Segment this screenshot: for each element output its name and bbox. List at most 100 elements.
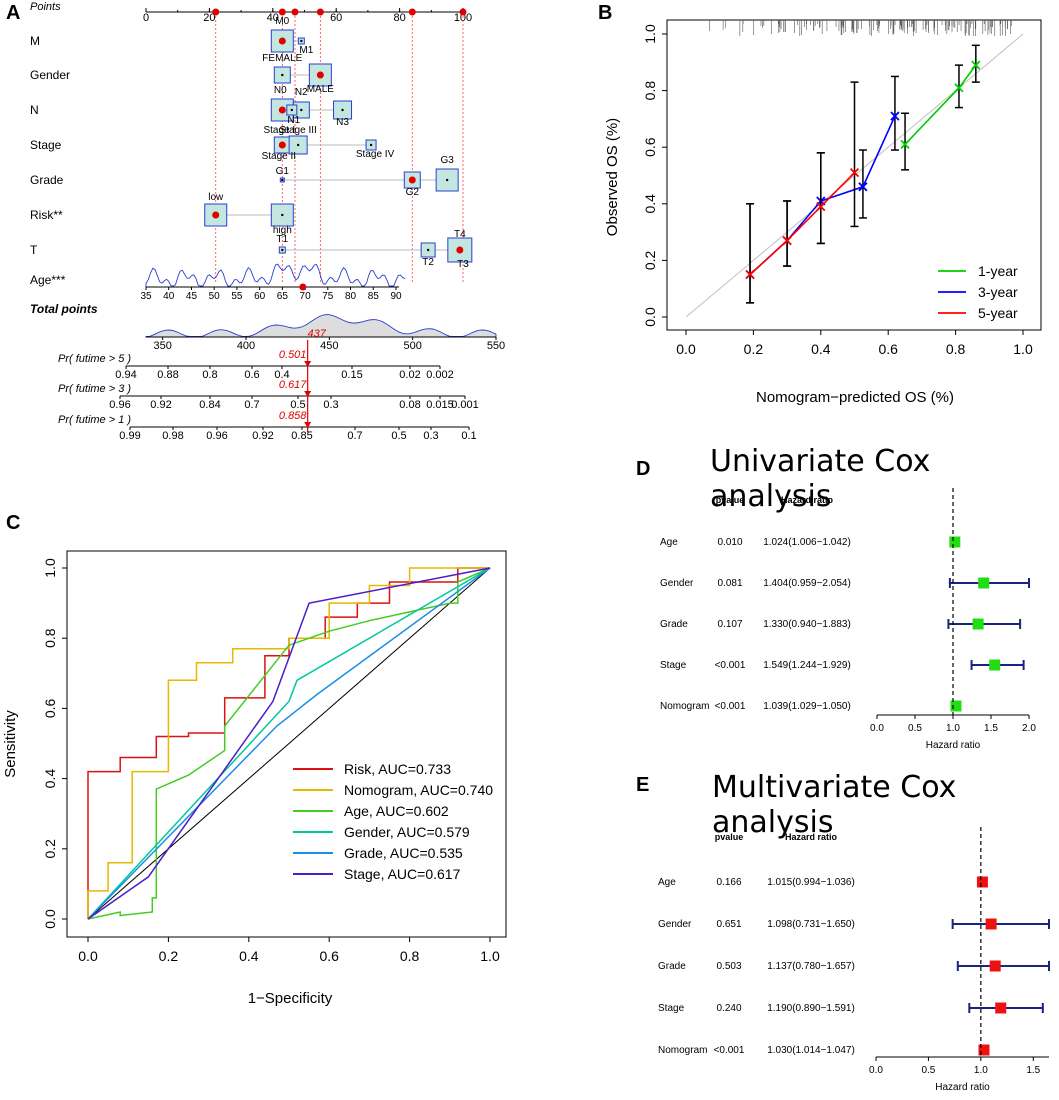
total-points-tick-label: 500 [403, 340, 421, 352]
calibration-point [900, 139, 910, 150]
level-center [341, 108, 344, 112]
forest-estimate-box [949, 536, 961, 548]
probability-tick-label: 0.96 [109, 399, 130, 411]
calibration-point [782, 235, 792, 246]
forest-row-label: Age [658, 877, 676, 888]
roc-x-tick-label: 0.4 [239, 948, 259, 964]
panel-letter-a: A [6, 2, 21, 24]
forest-row-hr: 1.190(0.890−1.591) [767, 1003, 855, 1014]
forest-row-pvalue: 0.107 [717, 619, 742, 630]
forest-x-label: Hazard ratio [926, 740, 981, 751]
level-label: Stage III [280, 125, 317, 136]
nomogram-variable-label: N [30, 103, 39, 117]
probability-arrow [304, 422, 312, 428]
selected-level-point [456, 246, 464, 254]
calibration-legend-label: 1-year [978, 263, 1018, 279]
age-tick-label: 65 [277, 291, 289, 302]
calibration-x-tick-label: 0.6 [878, 341, 898, 357]
points-tick-label: 40 [267, 12, 279, 24]
calibration-line-0 [904, 64, 977, 145]
forest-x-tick-label: 0.5 [908, 723, 922, 734]
probability-arrow [304, 391, 312, 397]
level-center [300, 39, 303, 43]
calibration-y-tick-label: 0.2 [642, 250, 658, 270]
forest-x-tick-label: 1.0 [946, 723, 960, 734]
forest-estimate-box [978, 1044, 990, 1056]
calibration-y-tick-label: 0.8 [642, 81, 658, 101]
level-label: N3 [336, 117, 349, 128]
probability-arrow [304, 361, 312, 367]
level-label: Stage I [263, 125, 295, 136]
points-tick-label: 0 [143, 12, 149, 24]
calibration-y-tick-label: 0.6 [642, 137, 658, 157]
calibration-point [971, 60, 981, 70]
roc-x-tick-label: 0.2 [159, 948, 179, 964]
forest-estimate-box [972, 618, 984, 630]
level-center [296, 143, 300, 147]
age-tick-label: 35 [140, 291, 152, 302]
level-label: T2 [422, 257, 434, 268]
level-center [300, 108, 303, 112]
level-label: T4 [454, 229, 466, 240]
selected-level-point [278, 37, 286, 45]
level-label: G3 [440, 155, 454, 166]
roc-x-tick-label: 0.8 [400, 948, 420, 964]
calibration-y-tick-label: 1.0 [642, 24, 658, 44]
calibration-point [858, 182, 868, 192]
nomogram-variable-label: Risk** [30, 208, 63, 222]
forest-x-tick-label: 0.5 [921, 1065, 935, 1076]
calibration-point [745, 269, 755, 280]
probability-tick-label: 0.5 [290, 399, 305, 411]
roc-y-label: Sensitivity [2, 710, 19, 778]
panel-letter-b: B [598, 2, 613, 24]
forest-row-pvalue: 0.010 [717, 537, 742, 548]
level-label: Stage II [262, 151, 296, 162]
calibration-x-tick-label: 0.2 [744, 341, 764, 357]
forest-row-hr: 1.015(0.994−1.036) [767, 877, 855, 888]
roc-curve-0 [87, 567, 490, 919]
forest-hr-header: Hazard ratio [781, 495, 834, 505]
forest-row-hr: 1.039(1.029−1.050) [763, 701, 851, 712]
age-tick-label: 60 [254, 291, 266, 302]
age-tick-label: 80 [345, 291, 357, 302]
nomogram-variable-label: T [30, 243, 38, 257]
guide-point [459, 8, 467, 16]
probability-tick-label: 0.6 [244, 369, 259, 381]
probability-tick-label: 0.94 [115, 369, 136, 381]
univariate-title: Univariate Cox analysis [710, 444, 931, 514]
guide-point [316, 8, 324, 16]
calibration-y-tick-label: 0.0 [642, 307, 658, 327]
level-label: low [208, 192, 224, 203]
roc-y-tick-label: 1.0 [42, 558, 58, 578]
forest-row-hr: 1.137(0.780−1.657) [767, 961, 855, 972]
forest-row-label: Grade [658, 961, 686, 972]
probability-tick-label: 0.015 [426, 399, 454, 411]
total-points-value: 437 [307, 328, 326, 340]
total-points-tick-label: 400 [237, 340, 255, 352]
calibration-point [890, 111, 900, 121]
forest-pvalue-header: pvalue [716, 495, 745, 505]
forest-row-pvalue: 0.240 [716, 1003, 741, 1014]
calibration-x-tick-label: 0.0 [676, 341, 696, 357]
selected-level-point [316, 71, 324, 79]
total-points-density [145, 314, 497, 338]
age-tick-label: 50 [209, 291, 221, 302]
roc-curve-5 [87, 567, 491, 920]
probability-tick-label: 0.88 [157, 369, 178, 381]
roc-reference-diagonal [87, 567, 491, 920]
forest-estimate-box [978, 577, 990, 589]
multivariate-title: Multivariate Cox analysis [712, 770, 957, 840]
total-points-tick-label: 450 [320, 340, 338, 352]
roc-y-tick-label: 0.4 [42, 769, 58, 789]
calibration-legend-label: 3-year [978, 284, 1018, 300]
univariate-forest-panel: pvalue Hazard ratio Age 0.010 1.024(1.006−1.… [660, 488, 1036, 751]
age-tick-label: 55 [231, 291, 243, 302]
roc-curve-3 [87, 567, 491, 920]
level-label: M1 [299, 45, 313, 56]
roc-y-tick-label: 0.2 [42, 839, 58, 859]
age-tick-label: 75 [322, 291, 334, 302]
forest-row-hr: 1.030(1.014−1.047) [767, 1045, 855, 1056]
roc-x-tick-label: 0.6 [319, 948, 339, 964]
roc-x-tick-label: 0.0 [78, 948, 98, 964]
